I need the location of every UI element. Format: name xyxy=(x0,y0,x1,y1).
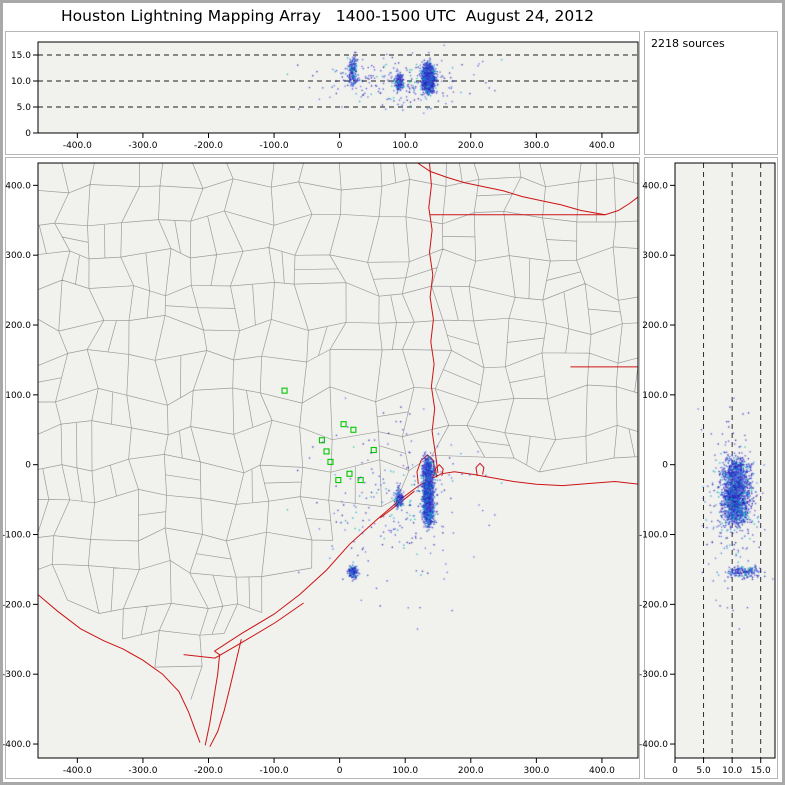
plot-title: Houston Lightning Mapping Array 1400-150… xyxy=(61,7,594,25)
svg-text:-200.0: -200.0 xyxy=(639,600,668,610)
svg-text:200.0: 200.0 xyxy=(642,321,668,331)
svg-text:400.0: 400.0 xyxy=(642,181,668,191)
svg-text:-300.0: -300.0 xyxy=(2,670,31,680)
svg-text:0: 0 xyxy=(337,141,343,151)
svg-text:-400.0: -400.0 xyxy=(639,740,668,750)
svg-text:-100.0: -100.0 xyxy=(639,531,668,541)
svg-text:-300.0: -300.0 xyxy=(128,766,157,776)
svg-text:5.0: 5.0 xyxy=(17,103,32,113)
svg-text:-400.0: -400.0 xyxy=(63,141,92,151)
svg-text:100.0: 100.0 xyxy=(392,141,418,151)
svg-text:300.0: 300.0 xyxy=(5,251,31,261)
svg-text:200.0: 200.0 xyxy=(458,141,484,151)
svg-text:400.0: 400.0 xyxy=(5,181,31,191)
svg-text:-100.0: -100.0 xyxy=(260,766,289,776)
svg-text:-200.0: -200.0 xyxy=(194,141,223,151)
source-count-cell xyxy=(644,31,778,155)
svg-text:300.0: 300.0 xyxy=(523,141,549,151)
plan-points-canvas xyxy=(38,163,638,758)
svg-text:100.0: 100.0 xyxy=(392,766,418,776)
svg-text:-100.0: -100.0 xyxy=(260,141,289,151)
svg-text:300.0: 300.0 xyxy=(642,251,668,261)
svg-text:-300.0: -300.0 xyxy=(128,141,157,151)
svg-text:-200.0: -200.0 xyxy=(2,600,31,610)
svg-text:0: 0 xyxy=(662,461,668,471)
alt-ns-points-canvas xyxy=(675,163,775,758)
svg-text:200.0: 200.0 xyxy=(5,321,31,331)
svg-text:400.0: 400.0 xyxy=(589,766,615,776)
ew-alt-points-canvas xyxy=(38,42,638,133)
svg-text:0: 0 xyxy=(25,129,31,139)
svg-text:0: 0 xyxy=(337,766,343,776)
svg-text:10.0: 10.0 xyxy=(11,77,31,87)
svg-text:-300.0: -300.0 xyxy=(639,670,668,680)
svg-text:100.0: 100.0 xyxy=(642,391,668,401)
svg-text:-400.0: -400.0 xyxy=(63,766,92,776)
source-count-label: 2218 sources xyxy=(651,37,725,50)
svg-text:400.0: 400.0 xyxy=(589,141,615,151)
svg-text:300.0: 300.0 xyxy=(523,766,549,776)
svg-text:-400.0: -400.0 xyxy=(2,740,31,750)
svg-text:0: 0 xyxy=(672,766,678,776)
svg-text:5.0: 5.0 xyxy=(696,766,711,776)
svg-text:-200.0: -200.0 xyxy=(194,766,223,776)
svg-text:10.0: 10.0 xyxy=(722,766,742,776)
svg-text:15.0: 15.0 xyxy=(751,766,771,776)
svg-text:-100.0: -100.0 xyxy=(2,531,31,541)
svg-text:100.0: 100.0 xyxy=(5,391,31,401)
svg-text:15.0: 15.0 xyxy=(11,51,31,61)
svg-text:0: 0 xyxy=(25,461,31,471)
svg-text:200.0: 200.0 xyxy=(458,766,484,776)
